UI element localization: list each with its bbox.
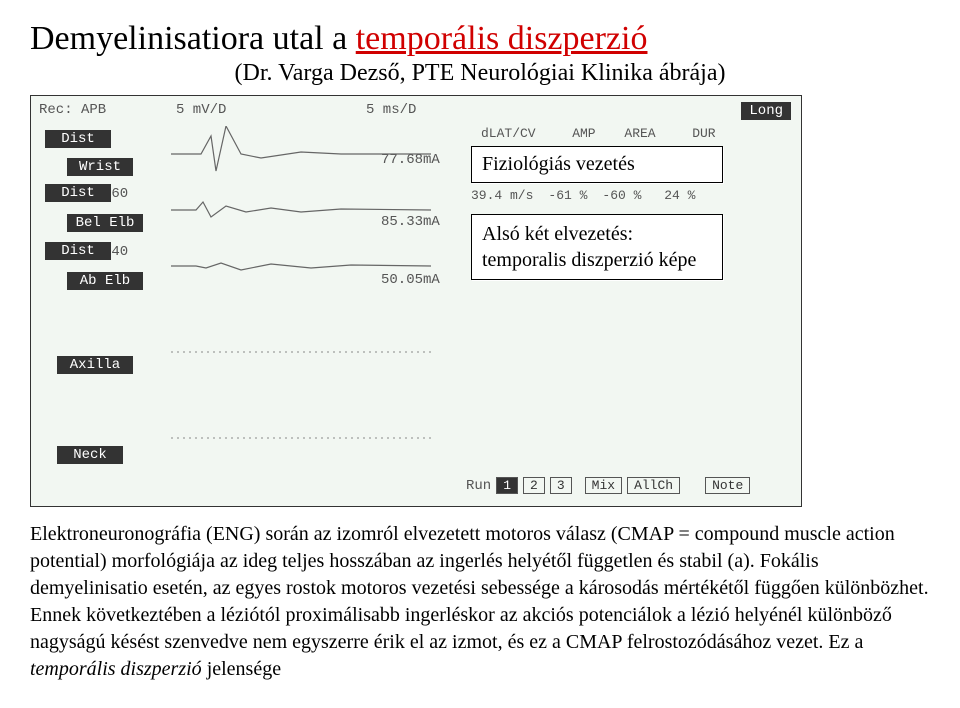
allch-btn[interactable]: AllCh (627, 477, 680, 494)
para-1: Elektroneuronográfia (ENG) során az izom… (30, 523, 929, 653)
eng-panel: Rec: APB 5 mV/D 5 ms/D Long dLAT/CV AMP … (30, 95, 802, 507)
cell: -61 % (539, 188, 587, 203)
run-label: Run (466, 478, 491, 494)
page-title: Demyelinisatiora utal a temporális diszp… (30, 20, 930, 58)
wave-4 (171, 324, 431, 380)
title-red: temporális diszperzió (356, 20, 648, 57)
run-2[interactable]: 2 (523, 477, 545, 494)
data-row-1: 39.4 m/s -61 % -60 % 24 % (471, 188, 695, 203)
cell: 39.4 m/s (471, 188, 533, 203)
overlay-2: Alsó két elvezetés: temporalis diszperzi… (471, 214, 723, 280)
waveform-area (171, 126, 431, 366)
subtitle: (Dr. Varga Dezső, PTE Neurológiai Klinik… (30, 60, 930, 87)
axilla-label: Axilla (57, 356, 133, 374)
cell: 24 % (647, 188, 695, 203)
rec-label: Rec: APB (39, 102, 106, 118)
long-label: Long (741, 102, 791, 120)
belelb-label: Bel Elb (67, 214, 143, 232)
wave-5 (171, 410, 431, 466)
note-btn[interactable]: Note (705, 477, 750, 494)
cell: -60 % (593, 188, 641, 203)
dist-label-3: Dist (45, 242, 111, 260)
table-headers: dLAT/CV AMP AREA DUR (481, 126, 716, 141)
dist-label-1: Dist (45, 130, 111, 148)
hdr-dur: DUR (666, 126, 716, 141)
para-ital: temporális diszperzió (30, 658, 202, 680)
body-paragraph: Elektroneuronográfia (ENG) során az izom… (30, 521, 930, 683)
hdr-area: AREA (606, 126, 656, 141)
wave-1 (171, 126, 431, 182)
hdr-amp: AMP (546, 126, 596, 141)
para-2: jelensége (202, 658, 281, 680)
neck-label: Neck (57, 446, 123, 464)
wave-3 (171, 238, 431, 294)
dist-label-2: Dist (45, 184, 111, 202)
run-1[interactable]: 1 (496, 477, 518, 494)
wave-2 (171, 182, 431, 238)
mvd-label: 5 mV/D (176, 102, 226, 118)
mix-btn[interactable]: Mix (585, 477, 622, 494)
run-row: Run 1 2 3 Mix AllCh Note (466, 477, 750, 494)
wrist-label: Wrist (67, 158, 133, 176)
run-3[interactable]: 3 (550, 477, 572, 494)
msd-label: 5 ms/D (366, 102, 416, 118)
hdr-dlat: dLAT/CV (481, 126, 536, 141)
overlay-1: Fiziológiás vezetés (471, 146, 723, 183)
abelb-label: Ab Elb (67, 272, 143, 290)
title-text: Demyelinisatiora utal a (30, 20, 356, 57)
